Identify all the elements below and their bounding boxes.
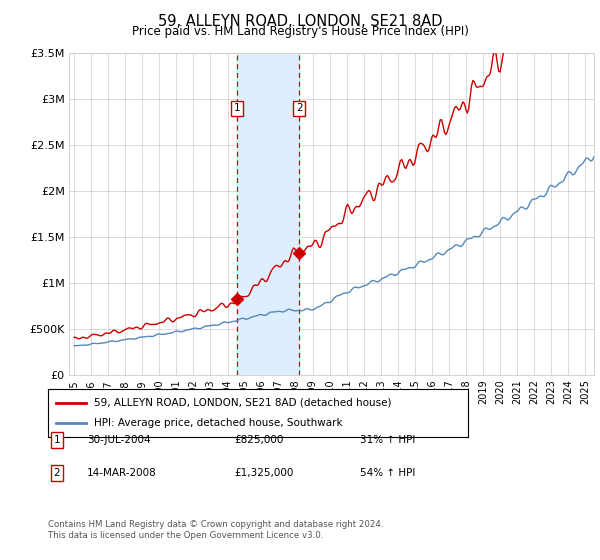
Text: 2: 2 (296, 104, 302, 113)
Text: This data is licensed under the Open Government Licence v3.0.: This data is licensed under the Open Gov… (48, 531, 323, 540)
Text: 1: 1 (53, 435, 61, 445)
Text: 14-MAR-2008: 14-MAR-2008 (87, 468, 157, 478)
Text: 30-JUL-2004: 30-JUL-2004 (87, 435, 151, 445)
Text: Contains HM Land Registry data © Crown copyright and database right 2024.: Contains HM Land Registry data © Crown c… (48, 520, 383, 529)
Text: 59, ALLEYN ROAD, LONDON, SE21 8AD (detached house): 59, ALLEYN ROAD, LONDON, SE21 8AD (detac… (94, 398, 392, 408)
Text: 1: 1 (234, 104, 241, 113)
Text: £825,000: £825,000 (234, 435, 283, 445)
Text: 31% ↑ HPI: 31% ↑ HPI (360, 435, 415, 445)
Text: HPI: Average price, detached house, Southwark: HPI: Average price, detached house, Sout… (94, 418, 343, 428)
Text: £1,325,000: £1,325,000 (234, 468, 293, 478)
Text: 59, ALLEYN ROAD, LONDON, SE21 8AD: 59, ALLEYN ROAD, LONDON, SE21 8AD (158, 14, 442, 29)
Text: Price paid vs. HM Land Registry's House Price Index (HPI): Price paid vs. HM Land Registry's House … (131, 25, 469, 38)
Text: 54% ↑ HPI: 54% ↑ HPI (360, 468, 415, 478)
Bar (238, 53, 299, 375)
Text: 2: 2 (53, 468, 61, 478)
